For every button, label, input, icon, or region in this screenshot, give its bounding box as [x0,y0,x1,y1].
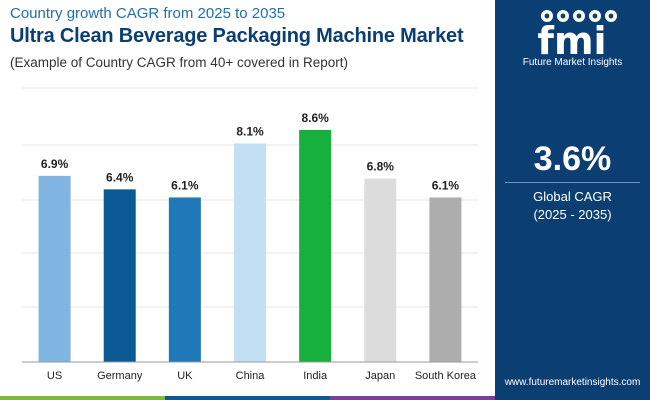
bar-uk [168,197,201,362]
value-label: 8.1% [236,124,264,138]
global-cagr-value: 3.6% [533,140,612,178]
value-label: 6.4% [106,170,134,184]
logo-wordmark: fmi [537,19,606,63]
value-label: 6.1% [432,178,460,192]
bar-us [38,175,71,362]
chart-value-labels: 6.9% 6.4% 6.1% 8.1% 8.6% 6.8% 6.1% [41,111,460,192]
bar-india [299,130,332,362]
footer-strip-blue [165,396,330,400]
chart-title: Ultra Clean Beverage Packaging Machine M… [10,25,464,47]
chart-bars [38,130,462,362]
website-link[interactable]: www.futuremarketinsights.com [504,377,641,388]
x-tick-label: US [47,370,62,382]
x-tick-label: UK [177,370,193,382]
value-label: 6.8% [367,160,395,174]
global-cagr-period: (2025 - 2035) [533,207,612,222]
chart-subtitle: (Example of Country CAGR from 40+ covere… [10,55,349,70]
bar-germany [103,189,136,362]
fmi-logo: fmi [537,10,617,63]
bar-chart: 6.9% 6.4% 6.1% 8.1% 8.6% 6.8% 6.1% US Germany UK… [22,87,478,382]
x-tick-label: Germany [97,370,143,382]
value-label: 6.9% [41,157,69,171]
footer-strip-green [0,396,165,400]
logo-subtitle: Future Market Insights [522,57,623,68]
global-cagr-label: Global CAGR [533,189,612,204]
x-tick-label: South Korea [415,370,477,382]
x-tick-label: India [303,370,328,382]
value-label: 6.1% [171,178,199,192]
bar-japan [364,178,397,362]
footer-strip-purple [330,396,495,400]
x-tick-label: Japan [365,370,395,382]
bar-south-korea [429,197,462,362]
x-tick-label: China [236,370,266,382]
divider [505,182,640,183]
bar-china [234,143,266,362]
chart-kicker: Country growth CAGR from 2025 to 2035 [10,5,286,22]
sidebar-panel: fmi Future Market Insights 3.6% Global C… [495,0,650,400]
chart-x-labels: US Germany UK China India Japan South Korea [47,370,477,382]
value-label: 8.6% [301,111,329,125]
